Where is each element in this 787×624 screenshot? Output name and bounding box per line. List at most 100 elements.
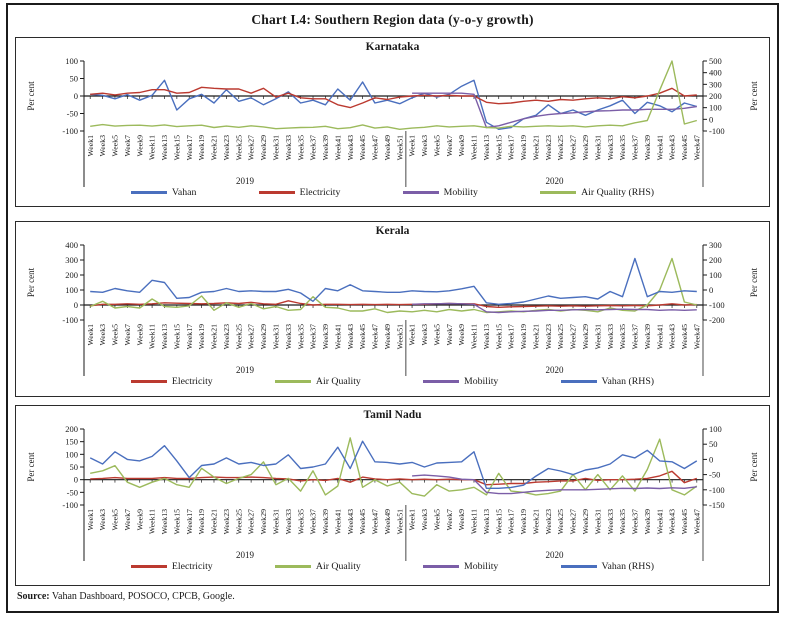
svg-text:Week31: Week31 (271, 324, 280, 349)
svg-text:50: 50 (709, 439, 718, 449)
y-axis-right: 100 50 0 -50 -100 -150 (702, 424, 725, 510)
legend-item-vahan-rhs: Vahan (RHS) (560, 376, 654, 387)
legend-swatch-electricity (258, 191, 295, 194)
svg-text:Week39: Week39 (643, 135, 652, 160)
svg-text:-100: -100 (62, 315, 78, 325)
svg-text:2020: 2020 (545, 365, 564, 375)
svg-text:2019: 2019 (236, 365, 255, 375)
series-line-air-quality (89, 257, 697, 314)
svg-text:-50: -50 (67, 487, 78, 497)
svg-text:Week15: Week15 (172, 509, 181, 534)
svg-text:Week45: Week45 (358, 135, 367, 160)
svg-text:Week43: Week43 (668, 509, 677, 534)
svg-text:Week21: Week21 (210, 135, 219, 160)
svg-text:Week29: Week29 (581, 509, 590, 534)
svg-text:Week15: Week15 (494, 509, 503, 534)
svg-text:Week7: Week7 (123, 135, 132, 157)
svg-text:Week25: Week25 (234, 135, 243, 160)
svg-text:100: 100 (65, 56, 78, 66)
svg-text:500: 500 (709, 56, 722, 66)
x-axis-labels: Week1 Week3 Week5 Week7 Week9 Week11 Week13 Wee… (86, 324, 702, 349)
svg-text:200: 200 (709, 255, 722, 265)
legend-swatch-mobility (423, 380, 460, 383)
legend-item-air-quality-rhs: Air Quality (RHS) (540, 187, 654, 198)
svg-text:Week35: Week35 (618, 324, 627, 349)
svg-text:Week11: Week11 (148, 324, 157, 349)
panel-karnataka: Karnataka 100 50 0 -50 -100 Per cent 500 400 300… (15, 37, 770, 207)
legend-swatch-air-quality (274, 380, 311, 383)
svg-text:Week11: Week11 (148, 509, 157, 534)
svg-text:0: 0 (709, 285, 713, 295)
svg-text:Week19: Week19 (197, 509, 206, 534)
svg-text:Week1: Week1 (86, 509, 95, 531)
svg-text:Week47: Week47 (371, 135, 380, 160)
svg-text:Week17: Week17 (185, 324, 194, 349)
svg-text:Week25: Week25 (234, 324, 243, 349)
svg-text:300: 300 (709, 240, 722, 250)
svg-text:Week1: Week1 (86, 135, 95, 157)
svg-text:300: 300 (709, 79, 722, 89)
svg-text:Week15: Week15 (172, 135, 181, 160)
svg-text:Week3: Week3 (420, 324, 429, 346)
line-chart-tamil-nadu: 200 150 100 50 0 -50 -100 Per cent 100 50 0 -50 -100… (26, 424, 759, 561)
svg-text:Week39: Week39 (643, 324, 652, 349)
svg-text:Week43: Week43 (346, 324, 355, 349)
y-axis-left-title: Per cent (26, 267, 36, 297)
svg-text:Week21: Week21 (210, 324, 219, 349)
svg-text:Week9: Week9 (457, 509, 466, 531)
svg-text:Week39: Week39 (321, 324, 330, 349)
svg-text:Week45: Week45 (358, 324, 367, 349)
svg-text:Week3: Week3 (420, 135, 429, 157)
svg-text:Week5: Week5 (432, 135, 441, 157)
svg-text:Week41: Week41 (655, 324, 664, 349)
svg-text:Week35: Week35 (296, 324, 305, 349)
svg-text:Week5: Week5 (111, 509, 120, 531)
svg-text:-100: -100 (62, 500, 78, 510)
svg-text:Week37: Week37 (631, 324, 640, 349)
svg-text:Week19: Week19 (519, 509, 528, 534)
legend-item-electricity: Electricity (130, 561, 213, 572)
svg-text:100: 100 (65, 285, 78, 295)
svg-text:Week47: Week47 (371, 324, 380, 349)
y-axis-left: 200 150 100 50 0 -50 -100 (62, 424, 85, 561)
svg-text:100: 100 (709, 103, 722, 113)
x-axis-labels: Week1 Week3 Week5 Week7 Week9 Week11 Week13 Wee… (86, 509, 702, 534)
svg-text:Week49: Week49 (383, 509, 392, 534)
legend-swatch-vahan (130, 191, 167, 194)
legend-item-air-quality: Air Quality (274, 376, 361, 387)
svg-text:Week1: Week1 (408, 324, 417, 346)
svg-text:Week43: Week43 (346, 509, 355, 534)
svg-text:-100: -100 (709, 126, 725, 136)
svg-text:400: 400 (65, 240, 78, 250)
svg-text:Week13: Week13 (160, 135, 169, 160)
legend-label-air-quality: Air Quality (315, 561, 361, 572)
svg-text:Week29: Week29 (581, 324, 590, 349)
y-axis-right-title: Per cent (749, 452, 759, 482)
svg-text:-200: -200 (709, 315, 725, 325)
svg-text:Week25: Week25 (556, 324, 565, 349)
svg-text:Week51: Week51 (395, 135, 404, 160)
svg-text:Week35: Week35 (618, 509, 627, 534)
svg-text:Week17: Week17 (507, 509, 516, 534)
svg-text:400: 400 (709, 68, 722, 78)
svg-text:0: 0 (709, 114, 713, 124)
legend-label-vahan-rhs: Vahan (RHS) (601, 561, 655, 572)
svg-text:Week29: Week29 (581, 135, 590, 160)
svg-text:Week39: Week39 (643, 509, 652, 534)
svg-text:Week15: Week15 (494, 324, 503, 349)
svg-text:Week51: Week51 (395, 324, 404, 349)
svg-text:Week41: Week41 (333, 324, 342, 349)
legend-tamil-nadu: Electricity Air Quality Mobility Vahan (RHS… (69, 561, 717, 572)
svg-text:Week47: Week47 (371, 509, 380, 534)
line-chart-kerala: 400 300 200 100 0 -100 Per cent 300 200 100 0 -100 -… (26, 240, 759, 376)
svg-text:Week15: Week15 (172, 324, 181, 349)
svg-text:Week23: Week23 (544, 509, 553, 534)
svg-text:Week13: Week13 (482, 324, 491, 349)
series-line-mobility (412, 92, 697, 129)
svg-text:100: 100 (709, 270, 722, 280)
svg-text:Week15: Week15 (494, 135, 503, 160)
x-axis-year-labels: 2019 2020 (236, 365, 564, 375)
svg-text:150: 150 (65, 437, 78, 447)
legend-label-air-quality-rhs: Air Quality (RHS) (581, 187, 655, 198)
